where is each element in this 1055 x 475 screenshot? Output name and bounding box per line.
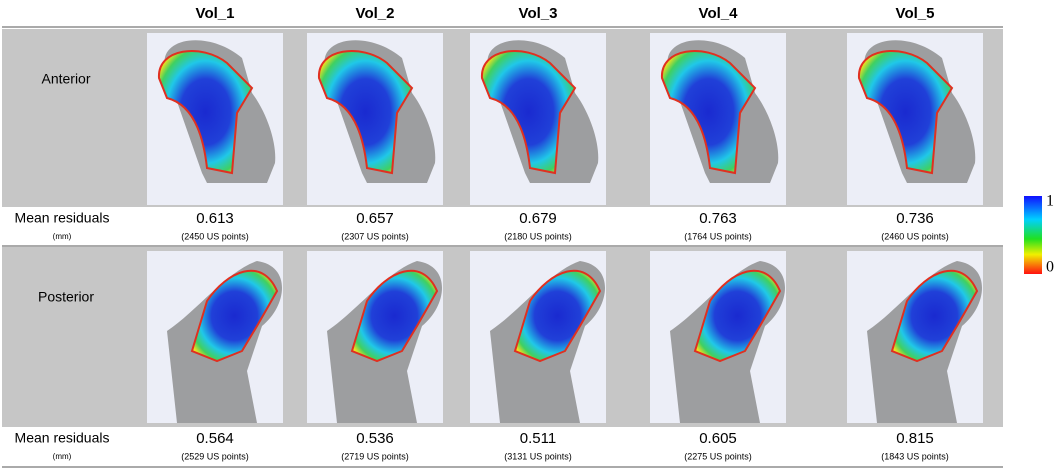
us-point-count: (2180 US points) [504,231,572,241]
colorbar-max: 1 [1046,193,1054,210]
us-point-count: (3131 US points) [504,451,572,461]
mean-residual: 0.511 [520,430,556,447]
mean-residual: 0.613 [196,210,234,227]
us-point-count: (2450 US points) [181,231,249,241]
metric-label: Mean residuals [15,430,110,446]
metric-unit: (mm) [53,452,72,461]
page: {"header": {"columns": ["Vol_1", "Vol_2"… [0,0,1055,470]
us-point-count: (2460 US points) [881,231,949,241]
mean-residual: 0.679 [519,210,557,227]
mean-residual: 0.536 [356,430,394,447]
us-point-count: (1764 US points) [684,231,752,241]
mean-residual: 0.657 [356,210,394,227]
us-point-count: (2529 US points) [181,451,249,461]
mean-residual: 0.605 [699,430,737,447]
colorbar [1024,196,1042,274]
colorbar-min: 0 [1046,259,1054,276]
mean-residual: 0.763 [699,210,737,227]
us-point-count: (1843 US points) [881,451,949,461]
us-point-count: (2719 US points) [341,451,409,461]
mean-residual: 0.815 [896,430,934,447]
metric-label: Mean residuals [15,210,110,226]
us-point-count: (2307 US points) [341,231,409,241]
mean-residual: 0.564 [196,430,234,447]
mean-residual: 0.736 [896,210,934,227]
column-header: Vol_3 [519,5,558,22]
metric-unit: (mm) [53,232,72,241]
column-header: Vol_2 [356,5,395,22]
figure: 1 0 Vol_1 Vol_2 Vol_3 Vol_4 Vol_5 Anterior Mea… [0,0,1055,470]
column-header: Vol_1 [196,5,235,22]
row-label: Posterior [38,289,94,305]
row-label: Anterior [41,71,90,87]
column-header: Vol_4 [699,5,739,22]
column-header: Vol_5 [896,5,935,22]
us-point-count: (2275 US points) [684,451,752,461]
